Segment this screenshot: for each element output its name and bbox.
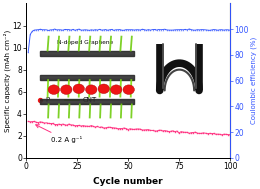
Y-axis label: Coulombic efficiency (%): Coulombic efficiency (%) <box>250 37 257 124</box>
Text: P: P <box>46 98 50 104</box>
Y-axis label: Specific capacity (mAh cm⁻²): Specific capacity (mAh cm⁻²) <box>3 29 11 132</box>
Text: CNT: CNT <box>82 98 96 104</box>
Polygon shape <box>40 99 134 105</box>
Circle shape <box>98 84 109 94</box>
Circle shape <box>48 85 60 94</box>
Circle shape <box>123 85 134 94</box>
Circle shape <box>61 85 72 94</box>
X-axis label: Cycle number: Cycle number <box>93 177 163 186</box>
Text: 0.2 A g⁻¹: 0.2 A g⁻¹ <box>36 125 82 143</box>
Text: N-doped Graphene: N-doped Graphene <box>57 40 113 45</box>
Polygon shape <box>40 75 134 80</box>
Polygon shape <box>40 50 134 56</box>
Circle shape <box>86 85 97 94</box>
Circle shape <box>73 84 84 94</box>
Circle shape <box>110 85 122 94</box>
Point <box>38 99 42 102</box>
